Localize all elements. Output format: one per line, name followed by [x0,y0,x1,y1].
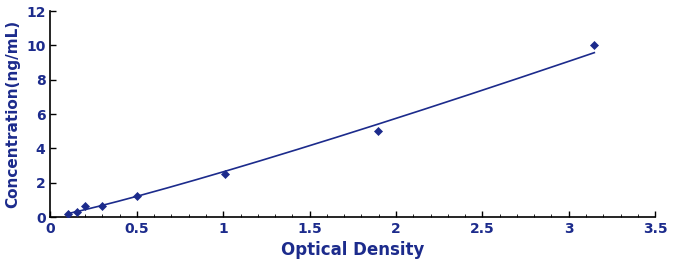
Y-axis label: Concentration(ng/mL): Concentration(ng/mL) [5,20,21,208]
X-axis label: Optical Density: Optical Density [281,241,425,259]
